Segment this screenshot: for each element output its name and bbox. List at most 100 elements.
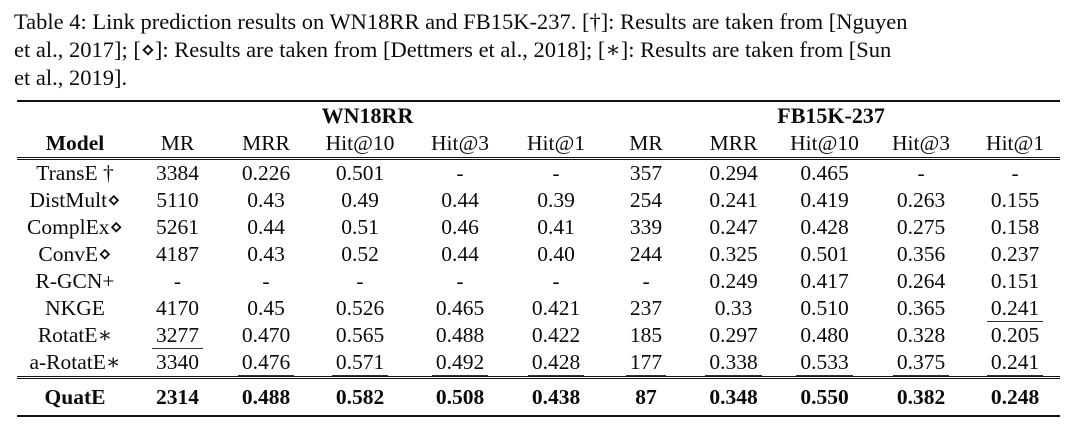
table-cell: 0.571 (310, 349, 410, 379)
table-cell: 0.297 (709, 323, 758, 347)
table-cell: 4170 (156, 296, 199, 320)
second-best-value: 0.338 (705, 350, 762, 376)
column-header-mrr-wn: MRR (222, 129, 310, 160)
table-cell: 185 (629, 323, 663, 347)
table-cell: 0.263 (896, 188, 946, 212)
table-cell: 0.428 (510, 349, 603, 379)
table-cell: 254 (629, 188, 663, 212)
table-cell: 5261 (156, 215, 199, 239)
table-cell: 0.44 (247, 215, 285, 239)
table-cell: 0.248 (990, 384, 1040, 409)
column-header-mr-wn: MR (133, 129, 222, 160)
table-cell: 4187 (156, 242, 199, 266)
table-cell: 0.510 (800, 296, 849, 320)
table-cell: 0.39 (537, 188, 575, 212)
table-cell: 2314 (156, 384, 199, 409)
table-cell: 0.249 (709, 269, 758, 293)
column-header-hit3-fb: Hit@3 (872, 129, 971, 160)
table-cell: - (552, 161, 560, 185)
column-header-hit3-wn: Hit@3 (410, 129, 510, 160)
table-cell: 87 (635, 384, 657, 409)
table-cell: 0.241 (709, 188, 758, 212)
second-best-value: 0.428 (527, 350, 585, 376)
table-cell: - (552, 269, 560, 293)
column-header-model: Model (17, 129, 133, 160)
column-header-hit1-fb: Hit@1 (970, 129, 1061, 160)
table-cell: 0.43 (247, 242, 285, 266)
table-cell: 0.264 (896, 269, 946, 293)
column-header-mrr-fb: MRR (690, 129, 778, 160)
column-header-hit1-wn: Hit@1 (510, 129, 603, 160)
empty-corner-cell (17, 101, 133, 129)
table-cell: 0.470 (241, 323, 291, 347)
table-caption: Table 4: Link prediction results on WN18… (14, 9, 908, 90)
table-cell: 357 (629, 161, 663, 185)
table-row-quate: QuatE 2314 0.488 0.582 0.508 0.438 87 0.… (17, 378, 1060, 417)
table-cell: 0.422 (531, 323, 581, 347)
table-cell: 0.582 (335, 384, 385, 409)
table-cell: 0.43 (247, 188, 285, 212)
table-cell: 0.241 (970, 349, 1061, 379)
table-cell: 0.480 (800, 323, 849, 347)
model-name-cell: ConvE⋄ (38, 242, 112, 266)
table-cell: 0.382 (896, 384, 946, 409)
table-cell: 0.533 (777, 349, 873, 379)
table-cell: 244 (629, 242, 663, 266)
table-cell: 237 (629, 296, 663, 320)
second-best-value: 0.571 (331, 350, 389, 376)
table-row-conve: ConvE⋄ 4187 0.43 0.52 0.44 0.40 244 0.32… (17, 241, 1060, 268)
table-cell: 0.52 (341, 242, 379, 266)
table-cell: 339 (629, 215, 663, 239)
table-cell: 0.51 (341, 215, 379, 239)
table-cell: 0.328 (896, 323, 946, 347)
model-name-cell: QuatE (44, 384, 106, 409)
table-row-transe: TransE † 3384 0.226 0.501 - - 357 0.294 … (17, 159, 1060, 188)
table-cell: 0.294 (709, 161, 758, 185)
second-best-value: 0.375 (892, 350, 950, 376)
model-name-cell: ComplEx⋄ (27, 215, 123, 239)
table-cell: 0.49 (341, 188, 379, 212)
model-name-cell: RotatE∗ (37, 323, 113, 347)
table-cell: 0.501 (800, 242, 849, 266)
dataset-header-wn18rr: WN18RR (321, 102, 414, 128)
table-cell: 0.45 (247, 296, 285, 320)
table-cell: - (917, 161, 925, 185)
table-cell: 0.565 (335, 323, 385, 347)
table-cell: 0.465 (435, 296, 485, 320)
second-best-value: 0.241 (986, 350, 1044, 376)
table-cell: 0.550 (800, 384, 849, 409)
table-cell: - (356, 269, 364, 293)
table-cell: 0.44 (441, 242, 479, 266)
table-cell: 0.428 (800, 215, 849, 239)
table-cell: 0.365 (896, 296, 946, 320)
second-best-value: 0.476 (237, 350, 295, 376)
column-header-row: Model MR MRR Hit@10 Hit@3 Hit@1 MR MRR H… (17, 129, 1061, 160)
dataset-header-fb15k237: FB15K-237 (777, 102, 885, 128)
table-cell: 3277 (133, 322, 222, 349)
table-cell: - (456, 269, 464, 293)
table-cell: 0.241 (970, 295, 1060, 322)
table-cell: 0.158 (990, 215, 1040, 239)
table-cell: 0.155 (990, 188, 1040, 212)
table-cell: 0.476 (222, 349, 310, 379)
table-cell: 0.492 (410, 349, 510, 379)
table-cell: 0.348 (709, 384, 758, 409)
table-cell: 0.237 (990, 242, 1040, 266)
table-cell: 0.338 (690, 349, 778, 379)
second-best-value: 3277 (152, 323, 203, 349)
table-cell: 0.421 (531, 296, 581, 320)
table-cell: 0.247 (709, 215, 758, 239)
table-cell: 0.205 (990, 323, 1040, 347)
table-row-nkge: NKGE 4170 0.45 0.526 0.465 0.421 237 0.3… (17, 295, 1060, 322)
link-prediction-results-table: WN18RR FB15K-237 Model MR MRR Hit@10 Hit… (17, 100, 1061, 417)
table-cell: - (173, 269, 182, 293)
table-cell: 0.438 (531, 384, 581, 409)
table-cell: - (262, 269, 270, 293)
table-cell: 0.41 (537, 215, 575, 239)
table-cell: 0.375 (872, 349, 971, 379)
model-name-cell: R-GCN+ (35, 269, 115, 293)
table-cell: 0.40 (537, 242, 575, 266)
table-row-complex: ComplEx⋄ 5261 0.44 0.51 0.46 0.41 339 0.… (17, 214, 1060, 241)
second-best-value: 0.492 (431, 350, 489, 376)
table-cell: 0.33 (714, 296, 753, 320)
